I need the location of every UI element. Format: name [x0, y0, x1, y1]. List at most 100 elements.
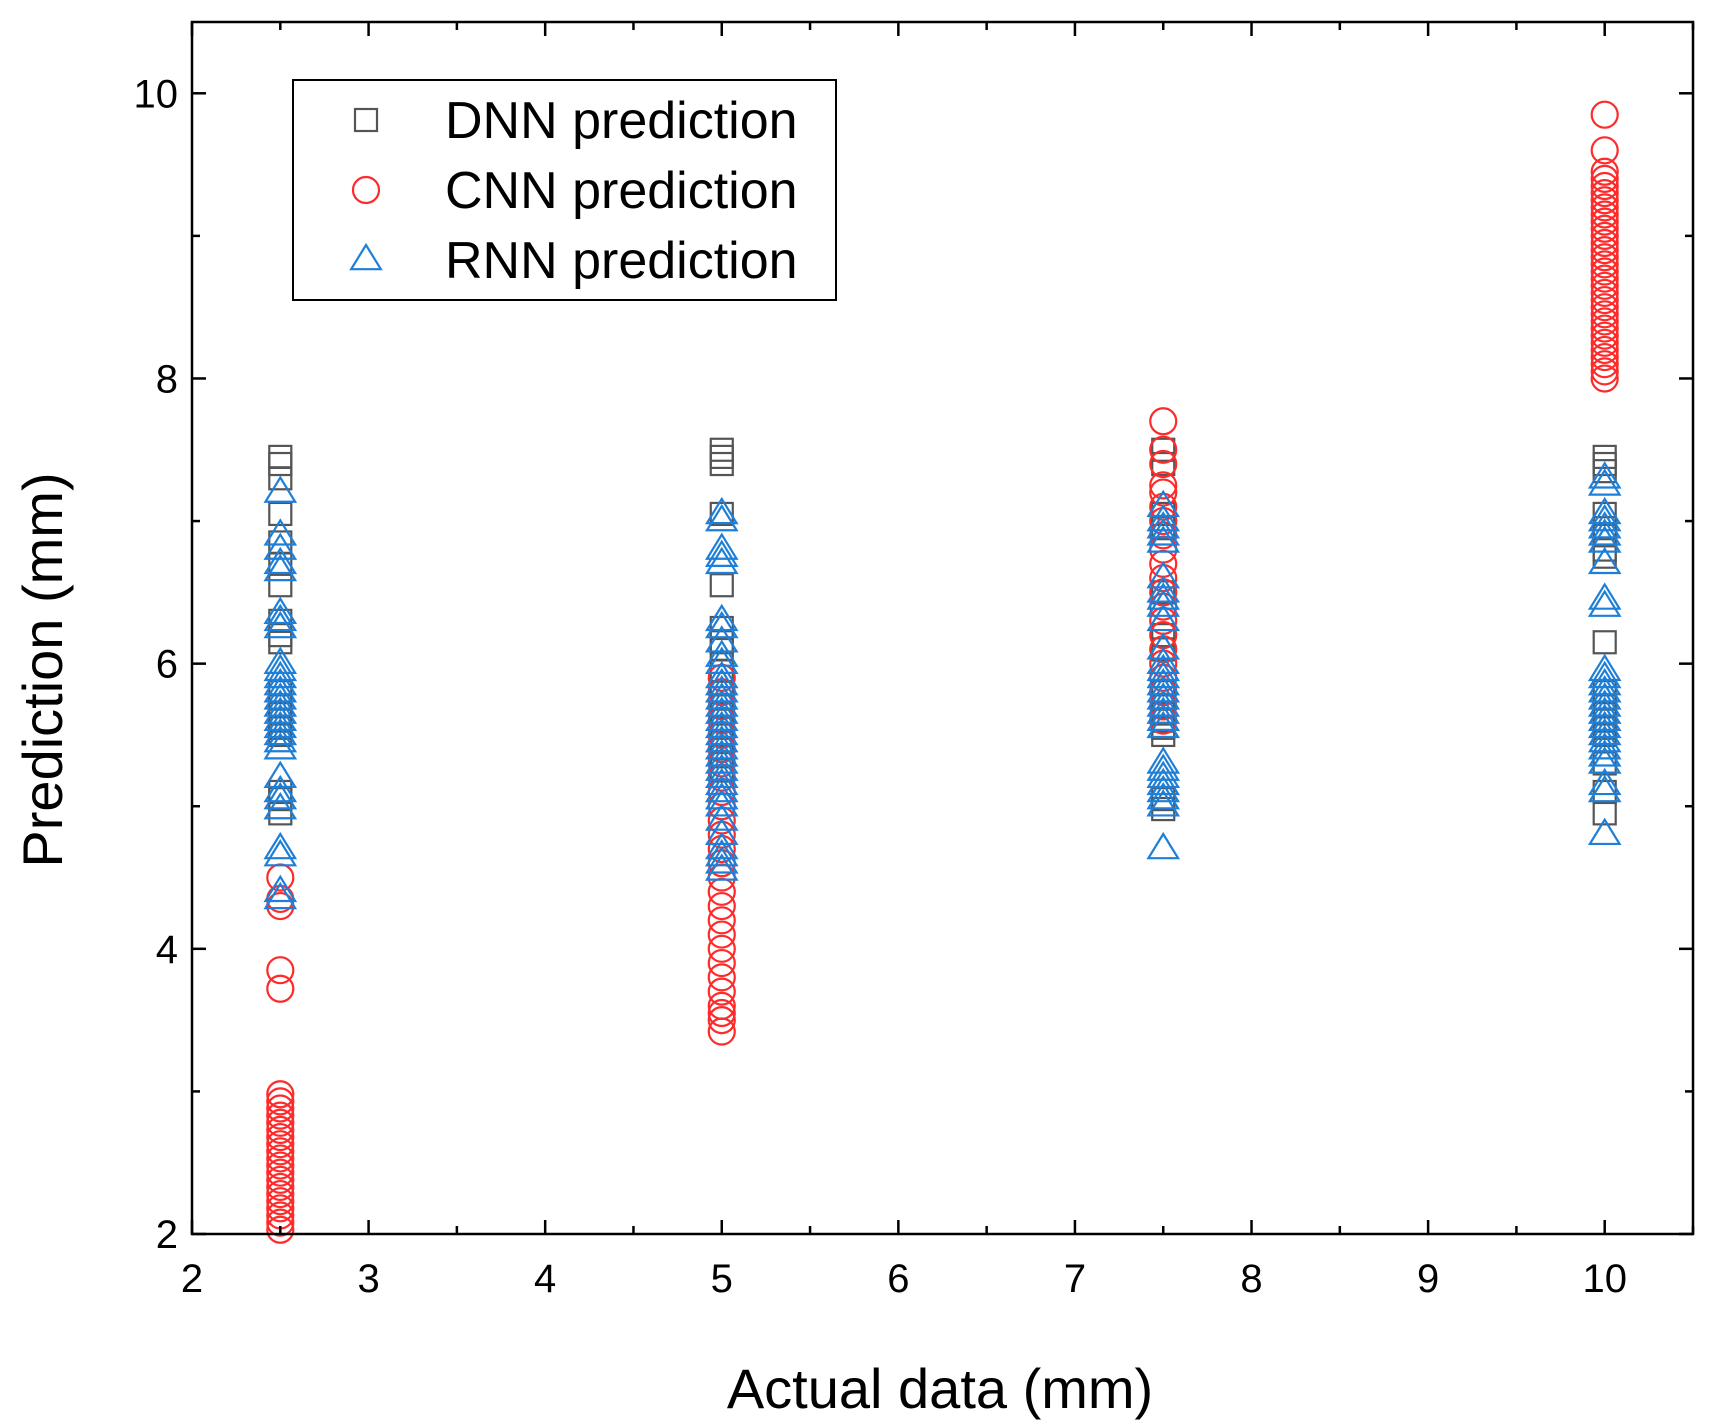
- triangle-point: [263, 881, 298, 910]
- triangle-point: [263, 781, 298, 810]
- triangle-point: [1587, 717, 1622, 746]
- triangle-point: [1587, 653, 1622, 682]
- triangle-point: [263, 839, 298, 867]
- circle-point: [1590, 136, 1619, 165]
- square-point: [268, 630, 293, 655]
- legend-item-rnn: RNN prediction: [349, 232, 798, 290]
- triangle-point: [704, 753, 739, 781]
- triangle-point: [1146, 582, 1181, 610]
- triangle-point: [1587, 511, 1622, 539]
- triangle-point: [1587, 682, 1622, 710]
- circle-point: [1590, 285, 1619, 315]
- triangle-point: [704, 789, 739, 817]
- circle-point: [1590, 257, 1619, 286]
- circle-point: [1590, 214, 1619, 243]
- triangle-point: [1146, 560, 1181, 589]
- triangle-point: [1146, 682, 1181, 710]
- triangle-point: [263, 732, 298, 760]
- triangle-point: [1146, 503, 1181, 532]
- legend-item-dnn: DNN prediction: [353, 92, 798, 150]
- x-tick-label: 8: [1240, 1257, 1262, 1301]
- triangle-point: [704, 767, 739, 796]
- square-point: [709, 437, 734, 462]
- circle-point: [266, 1122, 295, 1152]
- square-point: [268, 451, 293, 477]
- triangle-point: [263, 603, 298, 632]
- triangle-point: [1587, 496, 1622, 525]
- legend-label: RNN prediction: [445, 232, 798, 290]
- triangle-point: [1146, 789, 1181, 817]
- triangle-point: [704, 831, 739, 860]
- triangle-point: [263, 689, 298, 717]
- square-point: [1592, 544, 1617, 569]
- y-axis-title: Prediction (mm): [11, 472, 74, 867]
- square-point: [1592, 459, 1617, 484]
- triangle-point: [704, 803, 739, 831]
- triangle-point: [704, 853, 739, 881]
- square-point: [268, 573, 293, 598]
- square-point: [1151, 437, 1176, 462]
- y-tick-label: 2: [156, 1213, 178, 1257]
- circle-point: [1590, 164, 1619, 193]
- triangle-point: [1587, 518, 1622, 546]
- legend-triangle-marker: [349, 242, 383, 271]
- triangle-point: [1146, 675, 1181, 703]
- triangle-point: [704, 710, 739, 739]
- square-point: [1151, 722, 1176, 748]
- triangle-point: [263, 831, 298, 860]
- legend-items: DNN prediction CNN prediction RNN predicti…: [349, 92, 798, 290]
- square-point: [1592, 801, 1617, 826]
- circle-point: [266, 1094, 295, 1123]
- triangle-point: [1146, 746, 1181, 774]
- triangle-point: [1146, 831, 1181, 860]
- triangle-point: [1146, 632, 1181, 660]
- circle-point: [266, 1080, 295, 1109]
- x-tick-label: 6: [887, 1257, 909, 1301]
- circle-point: [1590, 364, 1619, 393]
- triangle-point: [1587, 724, 1622, 753]
- triangle-point: [1146, 703, 1181, 731]
- triangle-point: [263, 475, 298, 503]
- x-tick-label: 10: [1582, 1257, 1627, 1301]
- x-tick-label: 5: [711, 1257, 733, 1301]
- triangle-point: [704, 682, 739, 710]
- square-point: [268, 722, 293, 748]
- y-tick-label: 8: [156, 357, 178, 401]
- triangle-point: [263, 710, 298, 739]
- square-point: [1151, 637, 1176, 662]
- triangle-point: [704, 660, 739, 689]
- triangle-point: [263, 696, 298, 724]
- y-tick-label: 6: [156, 643, 178, 687]
- triangle-point: [263, 518, 298, 546]
- triangle-point: [704, 639, 739, 667]
- square-point: [268, 466, 293, 491]
- circle-point: [1590, 228, 1619, 258]
- triangle-point: [1146, 489, 1181, 518]
- triangle-point: [704, 774, 739, 803]
- circle-point: [266, 1215, 295, 1244]
- square-point: [1151, 580, 1176, 605]
- square-point: [268, 444, 293, 469]
- triangle-point: [263, 791, 298, 820]
- triangle-point: [1146, 646, 1181, 674]
- triangle-point: [704, 746, 739, 774]
- triangle-point: [263, 553, 298, 582]
- circle-point: [1590, 300, 1619, 329]
- circle-point: [1149, 435, 1178, 464]
- triangle-point: [1146, 710, 1181, 739]
- triangle-point: [1146, 781, 1181, 810]
- circle-point: [1590, 307, 1619, 336]
- square-point: [268, 787, 293, 812]
- circle-point: [1590, 350, 1619, 379]
- axis-ticks: [190, 22, 1695, 1236]
- circle-point: [1590, 157, 1619, 186]
- circle-point: [1590, 278, 1619, 308]
- circle-point: [266, 1144, 295, 1173]
- circle-point: [266, 1101, 295, 1130]
- triangle-point: [704, 732, 739, 760]
- circle-point: [266, 956, 295, 985]
- series-rnn: [263, 461, 1622, 910]
- triangle-point: [1587, 546, 1622, 575]
- circle-point: [266, 1130, 295, 1159]
- circle-point: [1590, 321, 1619, 350]
